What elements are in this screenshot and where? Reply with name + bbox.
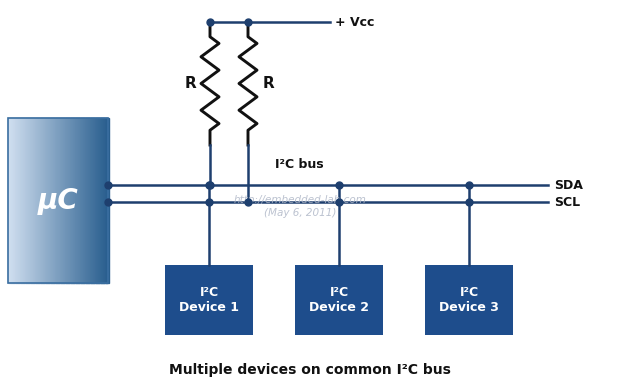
- Text: I²C
Device 1: I²C Device 1: [179, 286, 239, 314]
- Bar: [96, 118, 99, 283]
- Bar: [90, 118, 92, 283]
- Bar: [61, 118, 64, 283]
- Bar: [103, 118, 105, 283]
- Text: I²C
Device 2: I²C Device 2: [309, 286, 369, 314]
- Bar: [79, 118, 82, 283]
- Bar: [58, 118, 60, 283]
- Bar: [48, 118, 50, 283]
- Text: μC: μC: [38, 187, 78, 214]
- Bar: [74, 118, 77, 283]
- Text: SCL: SCL: [554, 196, 580, 209]
- Bar: [98, 118, 100, 283]
- Text: (May 6, 2011): (May 6, 2011): [264, 208, 336, 218]
- Bar: [76, 118, 79, 283]
- Bar: [8, 118, 108, 283]
- Bar: [33, 118, 35, 283]
- Bar: [15, 118, 17, 283]
- Text: I²C bus: I²C bus: [275, 158, 324, 171]
- Bar: [18, 118, 20, 283]
- Bar: [53, 118, 55, 283]
- Bar: [107, 118, 108, 283]
- Bar: [28, 118, 30, 283]
- Bar: [8, 118, 11, 283]
- Bar: [105, 118, 107, 283]
- Bar: [78, 118, 80, 283]
- Bar: [42, 118, 43, 283]
- Bar: [88, 118, 91, 283]
- Bar: [45, 118, 47, 283]
- Bar: [51, 118, 53, 283]
- Bar: [63, 118, 65, 283]
- Bar: [10, 118, 12, 283]
- Bar: [165, 265, 253, 335]
- Bar: [16, 118, 19, 283]
- Bar: [50, 118, 52, 283]
- Bar: [64, 118, 67, 283]
- Bar: [26, 118, 29, 283]
- Bar: [32, 118, 33, 283]
- Bar: [25, 118, 27, 283]
- Bar: [295, 265, 383, 335]
- Bar: [69, 118, 72, 283]
- Text: + Vcc: + Vcc: [335, 16, 374, 29]
- Bar: [46, 118, 48, 283]
- Text: I²C
Device 3: I²C Device 3: [439, 286, 499, 314]
- Bar: [95, 118, 97, 283]
- Bar: [55, 118, 57, 283]
- Bar: [68, 118, 70, 283]
- Bar: [85, 118, 87, 283]
- Bar: [23, 118, 25, 283]
- Bar: [56, 118, 59, 283]
- Bar: [100, 118, 102, 283]
- Text: SDA: SDA: [554, 178, 583, 192]
- Bar: [93, 118, 95, 283]
- Bar: [81, 118, 84, 283]
- Bar: [11, 118, 14, 283]
- Text: http://embedded-lab.com: http://embedded-lab.com: [234, 195, 366, 205]
- Bar: [73, 118, 75, 283]
- Bar: [86, 118, 89, 283]
- Bar: [20, 118, 22, 283]
- Bar: [71, 118, 74, 283]
- Bar: [21, 118, 24, 283]
- Bar: [425, 265, 513, 335]
- Bar: [38, 118, 40, 283]
- Bar: [35, 118, 37, 283]
- Text: R: R: [262, 76, 274, 91]
- Bar: [83, 118, 86, 283]
- Text: R: R: [184, 76, 196, 91]
- Bar: [30, 118, 32, 283]
- Bar: [43, 118, 45, 283]
- Text: Multiple devices on common I²C bus: Multiple devices on common I²C bus: [169, 363, 451, 377]
- Bar: [101, 118, 104, 283]
- Bar: [37, 118, 38, 283]
- Bar: [13, 118, 16, 283]
- Bar: [60, 118, 62, 283]
- Bar: [66, 118, 69, 283]
- Bar: [91, 118, 94, 283]
- Bar: [40, 118, 42, 283]
